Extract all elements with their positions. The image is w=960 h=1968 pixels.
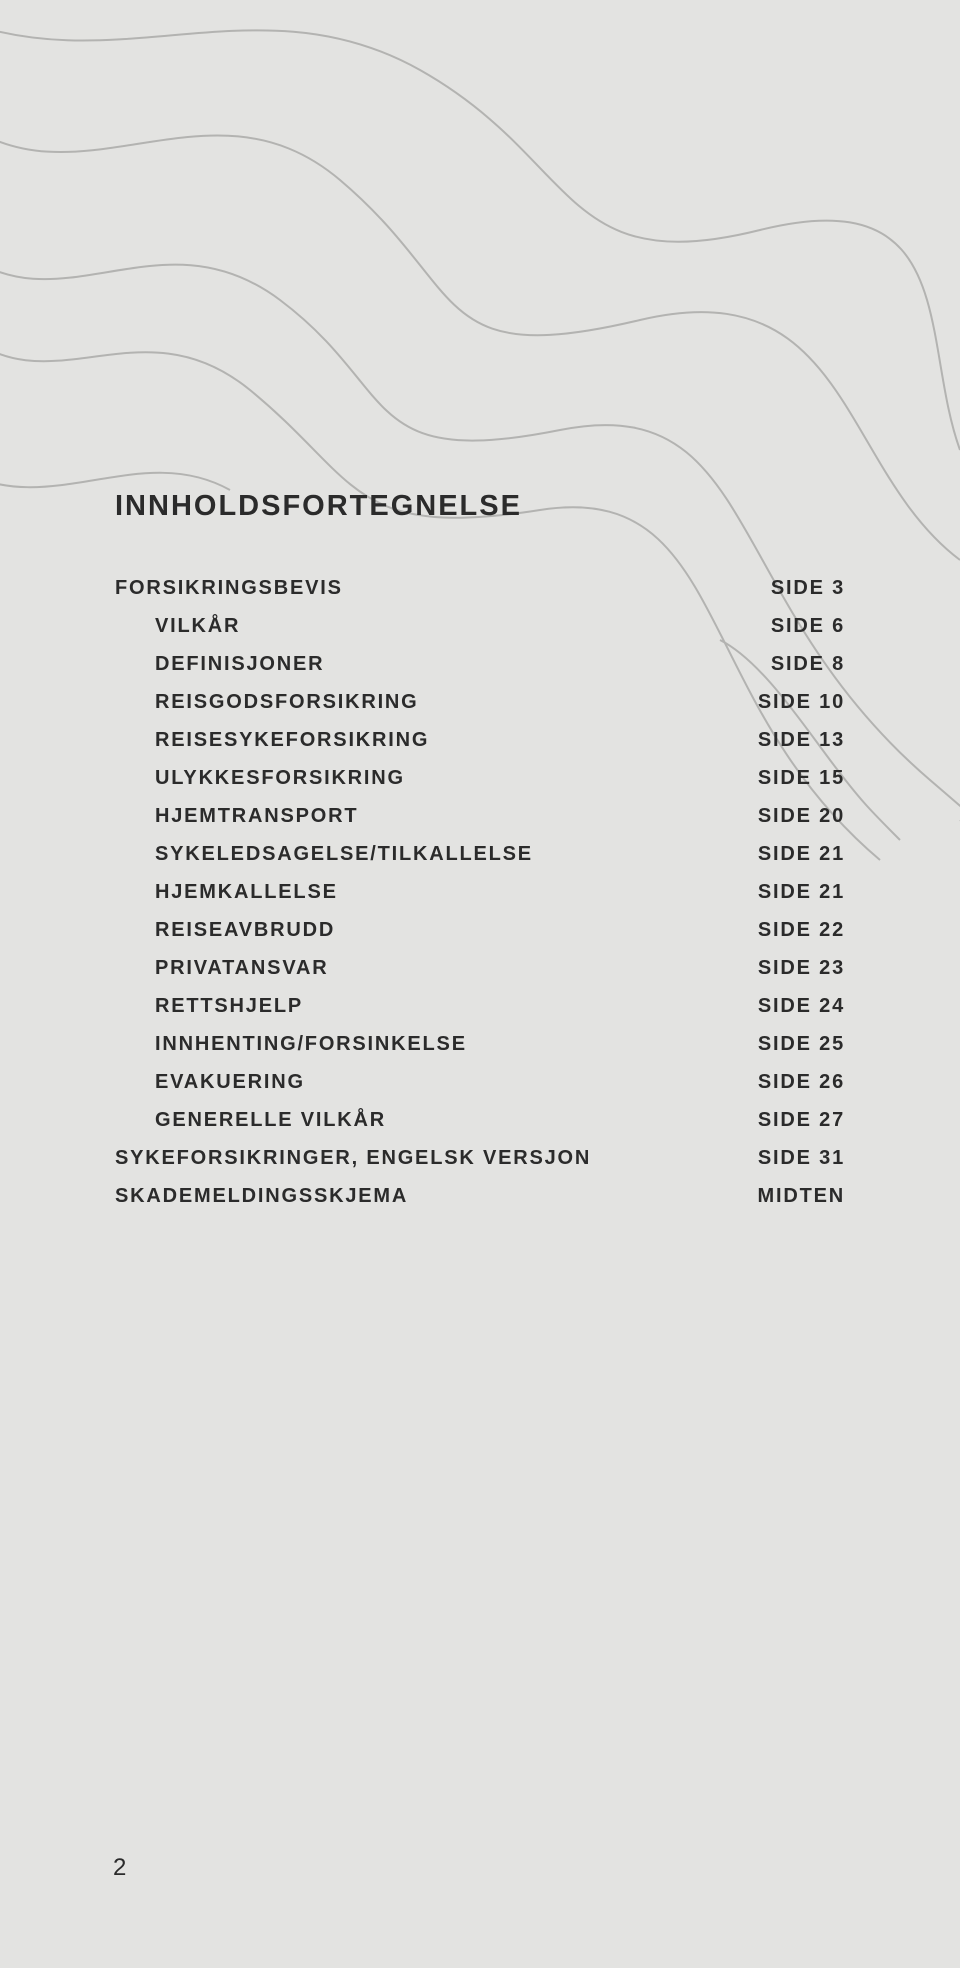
toc-label: VILKÅR — [155, 616, 240, 636]
toc-page-ref: SIDE 26 — [758, 1072, 845, 1092]
toc-row: GENERELLE VILKÅR SIDE 27 — [115, 1110, 845, 1130]
toc-page-ref: SIDE 24 — [758, 996, 845, 1016]
toc-label: RETTSHJELP — [155, 996, 303, 1016]
toc-page-ref: SIDE 23 — [758, 958, 845, 978]
toc-page-ref: MIDTEN — [758, 1186, 845, 1206]
toc-label: REISESYKEFORSIKRING — [155, 730, 429, 750]
toc-page-ref: SIDE 6 — [771, 616, 845, 636]
toc-label: SKADEMELDINGSSKJEMA — [115, 1186, 408, 1206]
toc-label: ULYKKESFORSIKRING — [155, 768, 405, 788]
toc-label: DEFINISJONER — [155, 654, 324, 674]
toc-page-ref: SIDE 21 — [758, 844, 845, 864]
toc-page-ref: SIDE 13 — [758, 730, 845, 750]
toc-row: HJEMKALLELSE SIDE 21 — [115, 882, 845, 902]
toc-row: SYKELEDSAGELSE/TILKALLELSE SIDE 21 — [115, 844, 845, 864]
toc-page-ref: SIDE 8 — [771, 654, 845, 674]
toc-row: SYKEFORSIKRINGER, ENGELSK VERSJON SIDE 31 — [115, 1148, 845, 1168]
toc-row: REISESYKEFORSIKRING SIDE 13 — [115, 730, 845, 750]
page-number: 2 — [113, 1854, 126, 1882]
toc-row: SKADEMELDINGSSKJEMA MIDTEN — [115, 1186, 845, 1206]
toc-row: ULYKKESFORSIKRING SIDE 15 — [115, 768, 845, 788]
table-of-contents: FORSIKRINGSBEVIS SIDE 3 VILKÅR SIDE 6 DEFINI… — [115, 578, 845, 1206]
toc-row: DEFINISJONER SIDE 8 — [115, 654, 845, 674]
toc-label: HJEMTRANSPORT — [155, 806, 358, 826]
toc-page-ref: SIDE 20 — [758, 806, 845, 826]
toc-page-ref: SIDE 10 — [758, 692, 845, 712]
toc-label: SYKEFORSIKRINGER, ENGELSK VERSJON — [115, 1148, 591, 1168]
toc-row: PRIVATANSVAR SIDE 23 — [115, 958, 845, 978]
toc-label: SYKELEDSAGELSE/TILKALLELSE — [155, 844, 533, 864]
toc-page-ref: SIDE 31 — [758, 1148, 845, 1168]
document-page: INNHOLDSFORTEGNELSE FORSIKRINGSBEVIS SIDE… — [0, 0, 960, 1968]
toc-row: INNHENTING/FORSINKELSE SIDE 25 — [115, 1034, 845, 1054]
toc-label: REISEAVBRUDD — [155, 920, 335, 940]
toc-label: EVAKUERING — [155, 1072, 305, 1092]
toc-label: GENERELLE VILKÅR — [155, 1110, 386, 1130]
toc-row: REISEAVBRUDD SIDE 22 — [115, 920, 845, 940]
toc-page-ref: SIDE 27 — [758, 1110, 845, 1130]
toc-page-ref: SIDE 25 — [758, 1034, 845, 1054]
toc-page-ref: SIDE 15 — [758, 768, 845, 788]
toc-label: PRIVATANSVAR — [155, 958, 328, 978]
toc-page-ref: SIDE 22 — [758, 920, 845, 940]
toc-row: HJEMTRANSPORT SIDE 20 — [115, 806, 845, 826]
toc-row: RETTSHJELP SIDE 24 — [115, 996, 845, 1016]
toc-label: REISGODSFORSIKRING — [155, 692, 419, 712]
toc-label: HJEMKALLELSE — [155, 882, 338, 902]
toc-label: INNHENTING/FORSINKELSE — [155, 1034, 467, 1054]
toc-row: FORSIKRINGSBEVIS SIDE 3 — [115, 578, 845, 598]
toc-page-ref: SIDE 3 — [771, 578, 845, 598]
toc-page-ref: SIDE 21 — [758, 882, 845, 902]
toc-row: REISGODSFORSIKRING SIDE 10 — [115, 692, 845, 712]
content-area: INNHOLDSFORTEGNELSE FORSIKRINGSBEVIS SIDE… — [115, 490, 845, 1224]
toc-row: VILKÅR SIDE 6 — [115, 616, 845, 636]
page-title: INNHOLDSFORTEGNELSE — [115, 490, 845, 523]
toc-row: EVAKUERING SIDE 26 — [115, 1072, 845, 1092]
toc-label: FORSIKRINGSBEVIS — [115, 578, 343, 598]
